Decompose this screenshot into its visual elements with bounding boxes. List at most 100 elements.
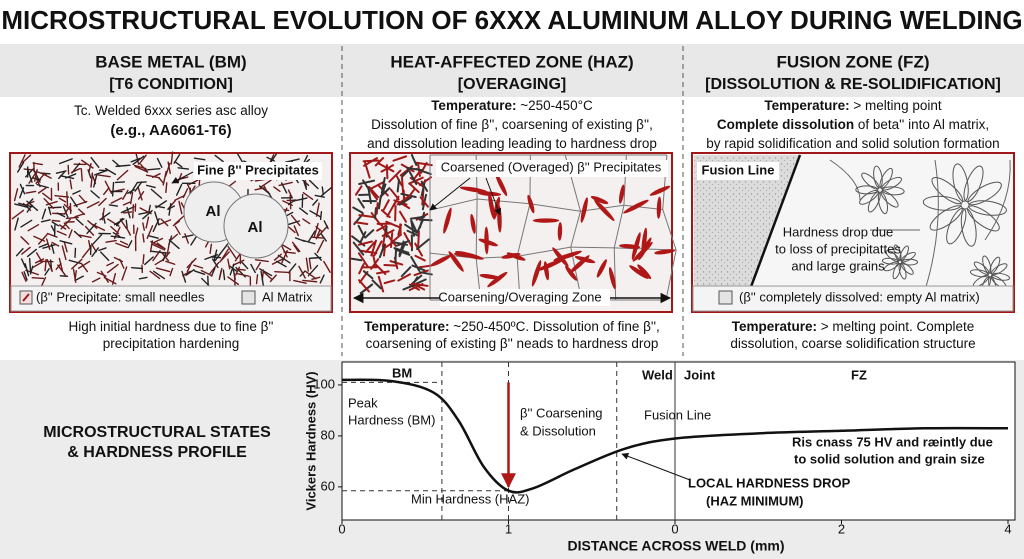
needle [417,230,420,247]
grain-boundary [623,204,663,210]
needle [54,194,70,198]
needle [166,242,170,257]
box-label: Fine β'' Precipitates [197,162,319,177]
needle [33,235,46,242]
needle [275,260,287,268]
label-bg [440,289,610,306]
needle [385,224,388,238]
needle [156,157,163,168]
needle [26,168,33,183]
needle [138,154,147,165]
coarse-precipitate [580,197,588,223]
needle [303,181,308,191]
needle [399,223,402,236]
needle [210,267,216,277]
coarse-precipitate [574,256,596,264]
needle [400,266,412,278]
dendrite-arm [960,208,977,247]
coarse-precipitate [553,250,582,262]
needle [58,224,67,230]
needle [241,261,249,270]
needle [259,268,273,277]
panel-heading: HEAT-AFFECTED ZONE (HAZ) [390,52,633,71]
needle [414,254,426,262]
legend-text: (β'' Precipitate: small needles [36,289,205,304]
needle [19,183,26,195]
needle [98,197,107,207]
needle [319,210,323,221]
needle [410,219,418,234]
needle [150,250,166,254]
grain-boundary [662,209,677,251]
box-label: Hardness drop due [783,224,894,239]
box-label: Al [248,219,263,236]
needle [69,179,73,190]
x-tick-label: 0 [671,521,678,536]
panel-subheading: [T6 CONDITION] [109,76,233,93]
needle [167,161,171,175]
plot-area [341,361,1016,521]
needle [58,257,64,272]
needle [37,171,47,176]
needle [113,218,125,226]
needle [34,169,38,182]
needle [43,197,55,209]
needle [354,221,369,225]
needle [68,259,82,265]
needle [93,174,98,188]
needle [51,221,60,227]
coarse-precipitate [479,273,501,280]
needle [287,189,293,199]
needle [398,196,412,206]
needle [34,258,45,264]
box-label: Fusion Line [702,162,775,177]
legend-needle [22,293,30,302]
needle [17,202,33,208]
needle [110,225,120,235]
annotation: β'' Coarsening [520,405,603,420]
needle [97,174,111,178]
annotation: LOCAL HARDNESS DROP [688,475,851,490]
needle [302,218,311,225]
needle [151,243,166,251]
needle [234,266,241,276]
needle [133,164,147,170]
needle [18,154,26,168]
panel-intro: Temperature: > melting point [764,98,941,113]
needle [305,257,310,272]
needle [358,214,375,219]
needle [391,233,402,243]
needle [35,174,45,185]
needle [398,210,408,223]
needle [50,243,55,254]
text-run: Dissolution of fine β'', coarsening of e… [371,117,653,132]
coarse-precipitate [629,265,649,279]
needle [110,197,123,204]
needle [181,234,194,238]
needle [24,263,30,277]
needle [227,245,237,259]
needle [278,181,293,187]
text-run: precipitation hardening [103,336,240,351]
coarse-precipitate [637,264,652,280]
needle [352,206,364,214]
needle [396,239,411,247]
needle [167,205,176,211]
needle [71,167,81,174]
needle [15,248,24,257]
y-axis-label: Vickers Hardness (HV) [303,371,318,510]
needle [417,264,432,269]
needle [280,244,288,258]
needle [47,206,62,209]
needle [364,241,376,254]
needle [315,202,320,217]
needle [51,219,61,222]
panel-intro: Complete dissolution of beta'' into Al m… [717,117,989,132]
needle [403,232,413,248]
needle [58,170,66,180]
needle [57,264,67,277]
text-run: ~250-450°C [516,98,593,113]
box-label: and large grains [791,258,885,273]
needle [103,187,110,196]
needle [111,273,117,285]
